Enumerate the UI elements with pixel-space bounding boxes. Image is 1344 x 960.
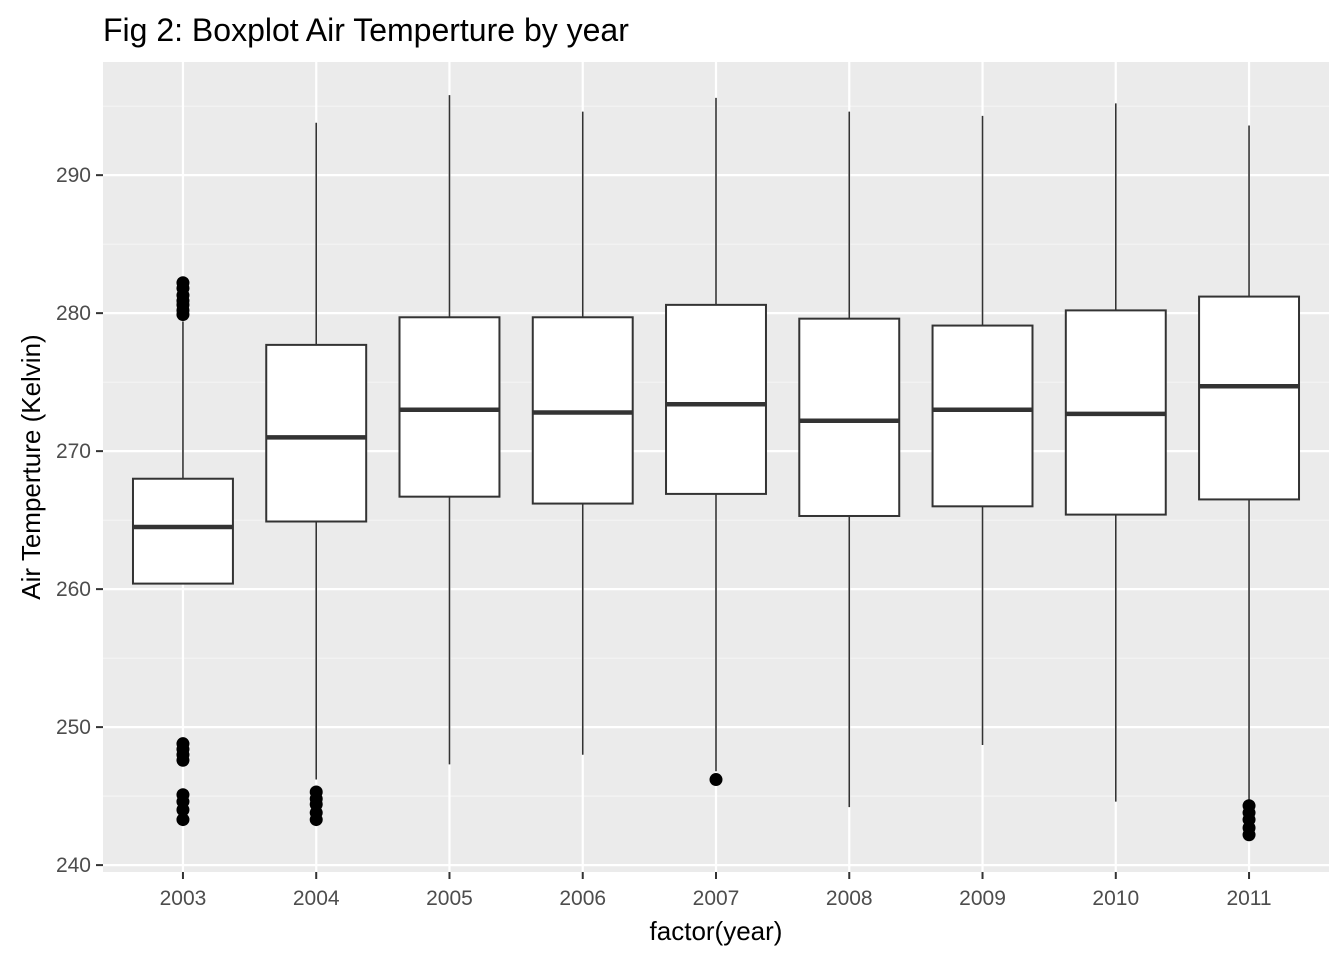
box-2003 [131, 276, 234, 827]
y-tick-label: 270 [56, 440, 91, 463]
box-2008 [798, 111, 901, 808]
x-tick-label: 2007 [693, 887, 740, 910]
boxes-layer [131, 95, 1301, 842]
y-tick-label: 240 [56, 854, 91, 877]
x-axis-title: factor(year) [650, 916, 783, 946]
x-tick-label: 2008 [826, 887, 873, 910]
box-2007 [665, 97, 767, 787]
x-tick-label: 2011 [1226, 887, 1271, 910]
x-tick-label: 2004 [293, 887, 340, 910]
outlier-point [1242, 828, 1256, 842]
iqr-box [131, 477, 234, 585]
x-tick-label: 2009 [959, 887, 1006, 910]
outlier-point [176, 813, 190, 827]
box-2010 [1064, 103, 1167, 802]
y-tick-label: 280 [56, 302, 91, 325]
box-2011 [1198, 125, 1301, 842]
outlier-point [176, 753, 190, 767]
outlier-point [309, 813, 323, 827]
y-tick-label: 260 [56, 578, 91, 601]
iqr-box [265, 343, 368, 523]
y-tick-label: 290 [56, 164, 91, 187]
x-tick-label: 2006 [559, 887, 606, 910]
y-axis: 240 250 260 270 280 290 [56, 164, 103, 877]
iqr-box [1198, 295, 1301, 501]
x-tick-label: 2005 [426, 887, 473, 910]
outlier-point [709, 773, 723, 787]
y-axis-title: Air Temperture (Kelvin) [16, 334, 46, 599]
x-tick-label: 2003 [160, 887, 207, 910]
box-2004 [265, 122, 368, 827]
iqr-box [931, 324, 1034, 508]
outlier-point [176, 308, 190, 322]
box-2006 [531, 111, 634, 755]
outlier-point [176, 803, 190, 817]
x-axis: 2003 2004 2005 2006 2007 2008 2009 2010 2011 [160, 872, 1272, 910]
iqr-box [798, 317, 901, 517]
x-tick-label: 2010 [1092, 887, 1139, 910]
box-2005 [398, 95, 501, 765]
iqr-box [398, 316, 501, 498]
box-2009 [931, 115, 1034, 746]
iqr-box [665, 303, 767, 495]
chart-title: Fig 2: Boxplot Air Temperture by year [103, 12, 629, 48]
y-tick-label: 250 [56, 716, 91, 739]
